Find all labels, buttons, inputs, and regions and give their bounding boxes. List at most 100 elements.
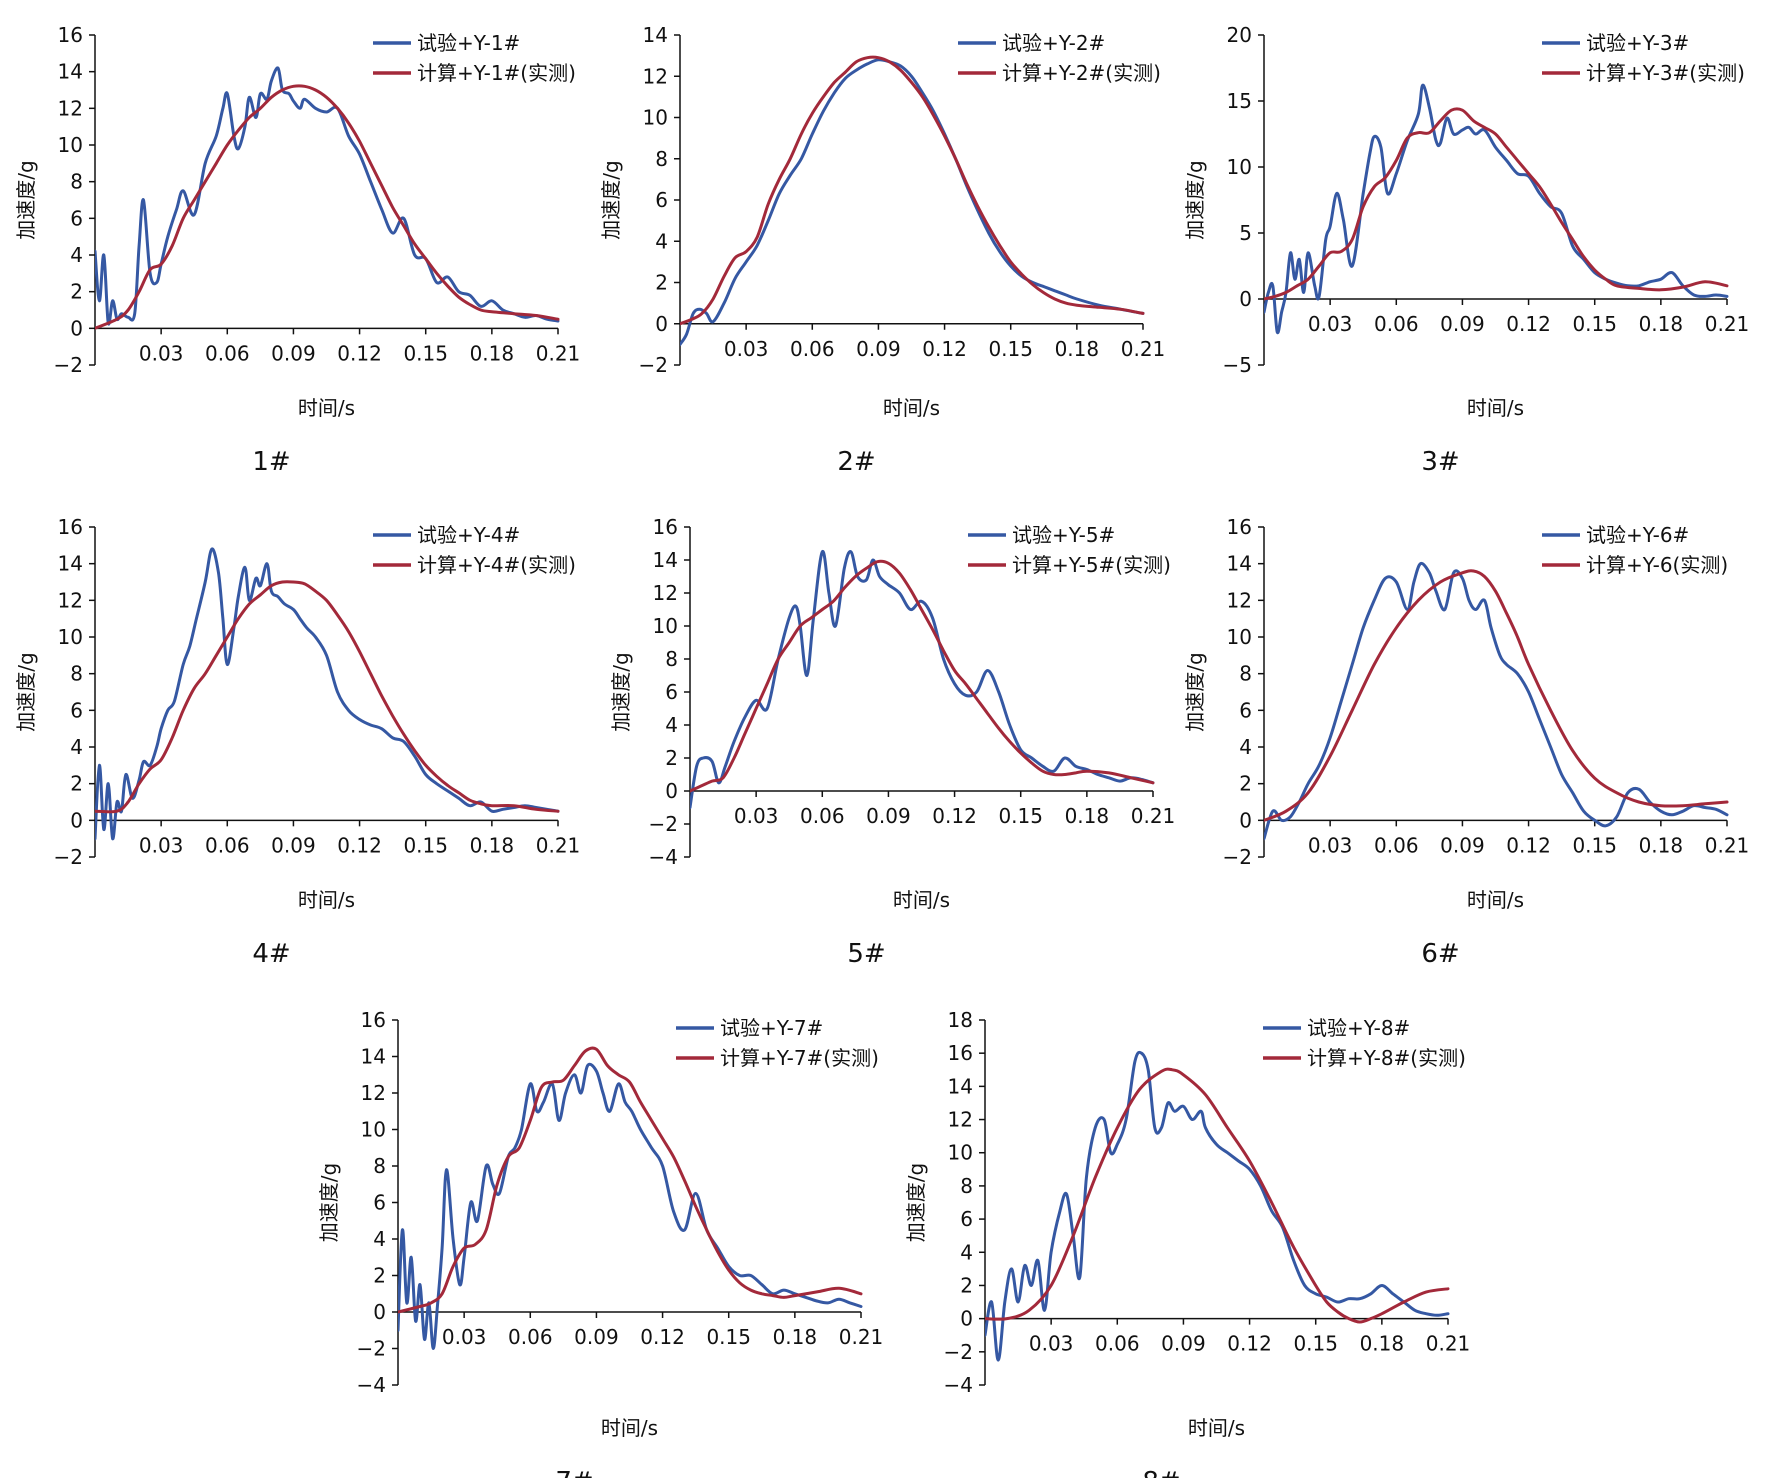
x-tick-label: 0.21 bbox=[1121, 337, 1166, 361]
y-tick-label: −4 bbox=[357, 1373, 386, 1397]
chart-caption: 4# bbox=[252, 939, 290, 969]
y-tick-label: 0 bbox=[655, 312, 668, 336]
series-line-test bbox=[985, 1050, 1450, 1362]
chart-caption: 3# bbox=[1421, 447, 1459, 477]
y-tick-label: 14 bbox=[1227, 552, 1252, 576]
x-axis-title: 时间/s bbox=[601, 1416, 658, 1440]
y-tick-label: 12 bbox=[653, 581, 678, 605]
x-axis-title: 时间/s bbox=[298, 396, 355, 420]
y-axis-title: 加速度/g bbox=[1183, 652, 1207, 731]
y-tick-label: −2 bbox=[54, 845, 83, 869]
x-tick-label: 0.06 bbox=[1374, 312, 1419, 336]
legend-label: 试验+Y-2# bbox=[1002, 31, 1105, 55]
y-tick-label: −2 bbox=[1223, 845, 1252, 869]
y-tick-label: 16 bbox=[653, 515, 678, 539]
x-tick-label: 0.18 bbox=[470, 833, 515, 857]
y-tick-label: 0 bbox=[1239, 287, 1252, 311]
series-line-test bbox=[680, 58, 1145, 346]
x-tick-label: 0.21 bbox=[1705, 312, 1750, 336]
y-tick-label: 10 bbox=[58, 133, 83, 157]
x-tick-label: 0.12 bbox=[932, 804, 977, 828]
x-tick-label: 0.03 bbox=[139, 341, 184, 365]
y-tick-label: 4 bbox=[665, 713, 678, 737]
chart-caption: 6# bbox=[1421, 939, 1459, 969]
series-line-test bbox=[398, 1062, 863, 1350]
y-tick-label: 2 bbox=[70, 280, 83, 304]
legend-label: 计算+Y-8#(实测) bbox=[1307, 1046, 1466, 1070]
y-tick-label: 5 bbox=[1239, 221, 1252, 245]
x-tick-label: 0.03 bbox=[1308, 833, 1353, 857]
x-tick-label: 0.12 bbox=[1506, 312, 1551, 336]
y-tick-label: 12 bbox=[1227, 588, 1252, 612]
chart-panel-7: −4 −2 0 2 4 6 8 10 12 14 16 0.03 0.06 0.09 0.12 0.15 0.1… bbox=[317, 1008, 883, 1478]
y-tick-label: 6 bbox=[70, 698, 83, 722]
y-tick-label: 14 bbox=[948, 1074, 973, 1098]
y-tick-label: 8 bbox=[70, 662, 83, 686]
x-tick-label: 0.03 bbox=[139, 833, 184, 857]
y-axis-title: 加速度/g bbox=[14, 652, 38, 731]
y-tick-label: −2 bbox=[639, 353, 668, 377]
chart-caption: 8# bbox=[1142, 1467, 1180, 1478]
y-tick-label: 8 bbox=[70, 170, 83, 194]
series-line-calc bbox=[1264, 107, 1729, 301]
legend-label: 计算+Y-4#(实测) bbox=[417, 553, 576, 577]
x-tick-label: 0.06 bbox=[205, 833, 250, 857]
x-tick-label: 0.18 bbox=[470, 341, 515, 365]
y-tick-label: 2 bbox=[373, 1264, 386, 1288]
series-line-test bbox=[1264, 561, 1729, 841]
y-tick-label: 2 bbox=[70, 772, 83, 796]
x-tick-label: 0.03 bbox=[724, 337, 769, 361]
x-tick-label: 0.21 bbox=[536, 341, 581, 365]
series-line-test bbox=[1264, 83, 1729, 335]
legend-label: 计算+Y-3#(实测) bbox=[1586, 61, 1745, 85]
x-tick-label: 0.15 bbox=[1572, 833, 1617, 857]
x-tick-label: 0.18 bbox=[773, 1325, 818, 1349]
y-tick-label: 10 bbox=[653, 614, 678, 638]
x-tick-label: 0.12 bbox=[1227, 1332, 1272, 1356]
x-tick-label: 0.12 bbox=[337, 833, 382, 857]
y-tick-label: 16 bbox=[58, 23, 83, 47]
x-axis-title: 时间/s bbox=[883, 396, 940, 420]
y-tick-label: 0 bbox=[960, 1307, 973, 1331]
x-axis-title: 时间/s bbox=[298, 888, 355, 912]
y-tick-label: 12 bbox=[58, 588, 83, 612]
x-tick-label: 0.03 bbox=[734, 804, 779, 828]
x-tick-label: 0.12 bbox=[1506, 833, 1551, 857]
chart-panel-4: −2 0 2 4 6 8 10 12 14 16 0.03 0.06 0.09 0.12 0.15 0.18 0… bbox=[14, 515, 580, 969]
y-axis-title: 加速度/g bbox=[1183, 160, 1207, 239]
x-tick-label: 0.21 bbox=[1131, 804, 1176, 828]
y-tick-label: 12 bbox=[948, 1108, 973, 1132]
legend-label: 计算+Y-5#(实测) bbox=[1012, 553, 1171, 577]
y-tick-label: 14 bbox=[58, 60, 83, 84]
chart-panel-3: −5 0 5 10 15 20 0.03 0.06 0.09 0.12 0.15 0.18 0.21 时间… bbox=[1183, 23, 1749, 477]
y-tick-label: −5 bbox=[1223, 353, 1252, 377]
y-tick-label: 0 bbox=[70, 316, 83, 340]
x-tick-label: 0.15 bbox=[988, 337, 1033, 361]
y-tick-label: 0 bbox=[1239, 808, 1252, 832]
y-tick-label: −4 bbox=[944, 1373, 973, 1397]
y-tick-label: 4 bbox=[1239, 735, 1252, 759]
x-tick-label: 0.12 bbox=[922, 337, 967, 361]
x-tick-label: 0.21 bbox=[1426, 1332, 1471, 1356]
y-tick-label: 14 bbox=[361, 1045, 386, 1069]
series-line-calc bbox=[95, 84, 560, 330]
y-tick-label: 12 bbox=[361, 1081, 386, 1105]
x-tick-label: 0.06 bbox=[1374, 833, 1419, 857]
y-tick-label: 8 bbox=[655, 147, 668, 171]
x-tick-label: 0.21 bbox=[839, 1325, 884, 1349]
x-tick-label: 0.09 bbox=[574, 1325, 619, 1349]
x-tick-label: 0.09 bbox=[866, 804, 911, 828]
legend-label: 试验+Y-4# bbox=[417, 523, 520, 547]
y-axis-title: 加速度/g bbox=[609, 652, 633, 731]
y-tick-label: 4 bbox=[70, 735, 83, 759]
y-tick-label: 4 bbox=[70, 243, 83, 267]
y-tick-label: 14 bbox=[58, 552, 83, 576]
chart-caption: 7# bbox=[555, 1467, 593, 1478]
y-tick-label: 10 bbox=[1227, 625, 1252, 649]
y-tick-label: 6 bbox=[655, 188, 668, 212]
x-tick-label: 0.15 bbox=[403, 833, 448, 857]
y-tick-label: −2 bbox=[944, 1340, 973, 1364]
chart-panel-5: −4 −2 0 2 4 6 8 10 12 14 16 0.03 0.06 0.09 0.12 0.15 0.1… bbox=[609, 515, 1175, 969]
y-tick-label: 16 bbox=[58, 515, 83, 539]
chart-caption: 1# bbox=[252, 447, 290, 477]
